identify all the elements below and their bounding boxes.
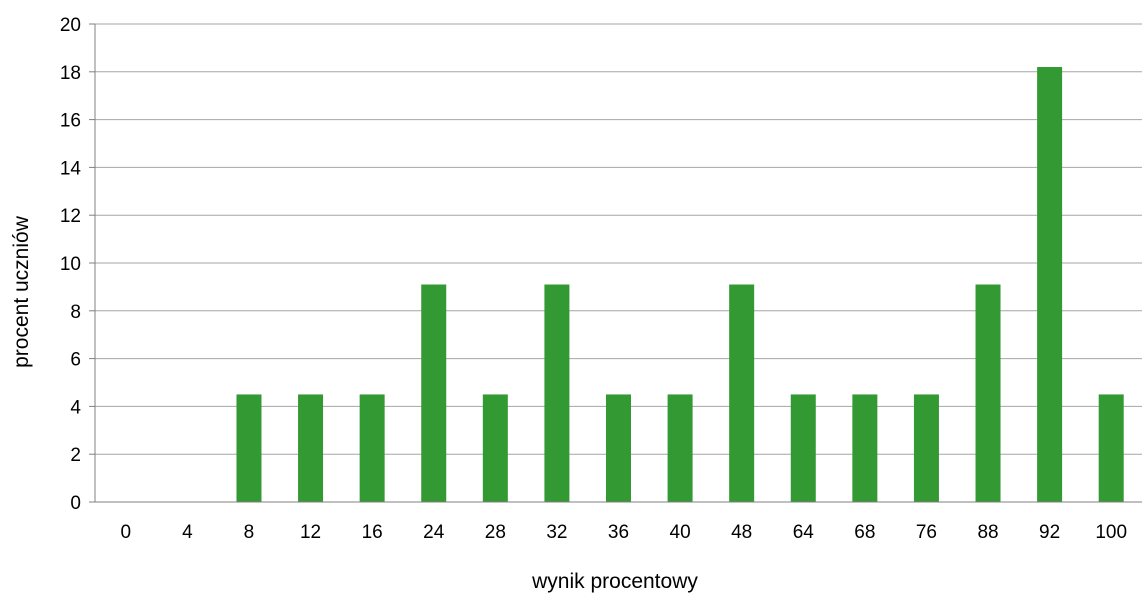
y-tick-label: 14 [60, 158, 82, 179]
y-axis-title: procent uczniów [10, 215, 33, 368]
gridlines [95, 23, 1142, 455]
y-tick-label: 12 [60, 206, 81, 227]
x-tick-label: 88 [977, 522, 998, 543]
axes [89, 23, 1142, 503]
x-tick-label: 92 [1039, 522, 1060, 543]
x-tick-labels: 0 4 8 12 16 24 28 32 36 40 48 64 68 76 88 92 100 [121, 522, 1128, 543]
bar [482, 394, 508, 502]
y-tick-label: 0 [70, 493, 81, 514]
bar [359, 394, 385, 502]
bar [790, 394, 816, 502]
x-tick-label: 36 [608, 522, 629, 543]
x-tick-label: 12 [300, 522, 321, 543]
bars [236, 67, 1124, 503]
x-tick-label: 68 [854, 522, 875, 543]
x-tick-label: 28 [485, 522, 506, 543]
x-tick-label: 24 [423, 522, 445, 543]
x-tick-label: 0 [121, 522, 132, 543]
bar [1098, 394, 1124, 502]
bar [421, 284, 447, 502]
y-tick-label: 4 [70, 397, 81, 418]
bar [667, 394, 693, 502]
bar [729, 284, 755, 502]
bar [606, 394, 631, 502]
bar [1037, 67, 1063, 503]
x-tick-label: 32 [546, 522, 567, 543]
y-tick-label: 8 [70, 302, 81, 323]
y-tick-label: 2 [70, 445, 81, 466]
x-tick-label: 8 [244, 522, 255, 543]
bar [544, 284, 570, 502]
x-tick-label: 64 [793, 522, 815, 543]
x-tick-label: 76 [916, 522, 937, 543]
y-tick-label: 10 [60, 254, 81, 275]
x-tick-label: 4 [182, 522, 193, 543]
x-axis-title: wynik procentowy [531, 570, 698, 593]
bar [236, 394, 262, 502]
x-tick-label: 16 [362, 522, 383, 543]
x-tick-label: 100 [1095, 522, 1127, 543]
x-tick-label: 40 [670, 522, 691, 543]
bar [913, 394, 939, 502]
y-tick-label: 20 [60, 15, 81, 36]
y-tick-label: 18 [60, 63, 81, 84]
bar [298, 394, 324, 502]
bar [975, 284, 1001, 502]
bar [852, 394, 878, 502]
y-tick-labels: 0 2 4 6 8 10 12 14 16 18 20 [60, 15, 82, 514]
y-tick-label: 6 [70, 350, 81, 371]
y-tick-label: 16 [60, 111, 81, 132]
x-tick-label: 48 [731, 522, 752, 543]
